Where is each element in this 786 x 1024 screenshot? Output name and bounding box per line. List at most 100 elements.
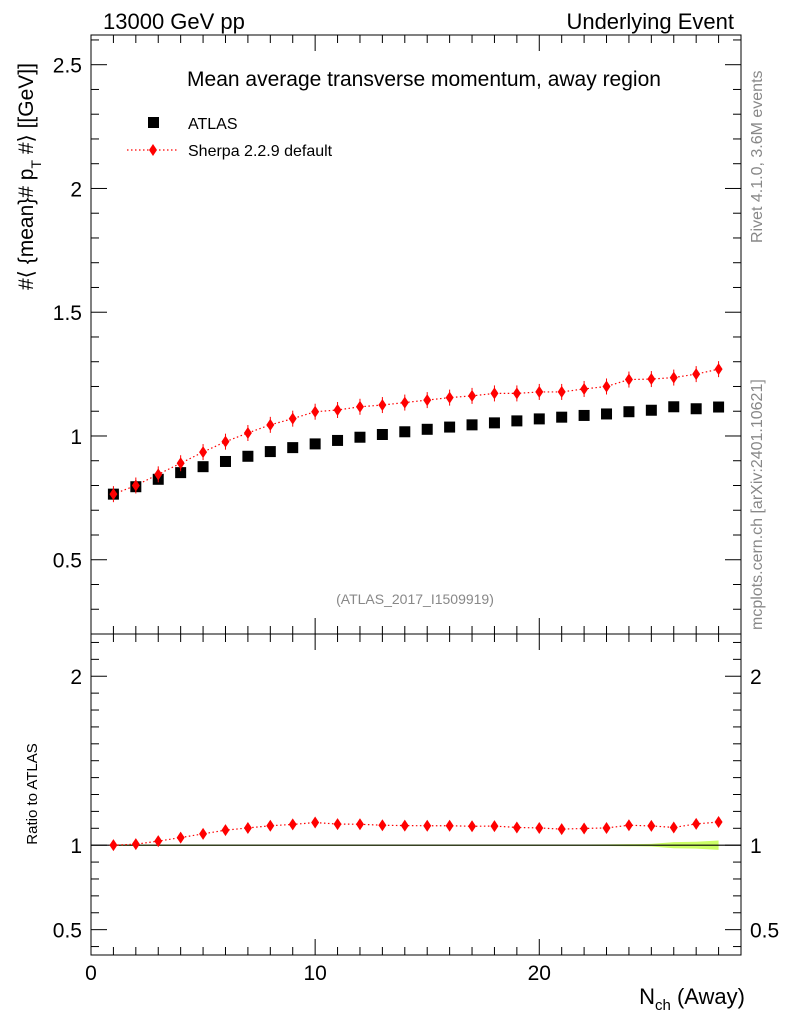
header-left-label: 13000 GeV pp (103, 9, 245, 34)
ratio-plot-frame (90, 633, 742, 956)
main-series-group (107, 361, 725, 503)
main-y-tick-label: 0.5 (53, 550, 82, 573)
atlas-data-point (713, 401, 725, 413)
x-tick-labels: 0 10 20 (85, 962, 551, 985)
ratio-sherpa-point (512, 821, 521, 834)
x-tick-label: 0 (85, 962, 97, 985)
main-y-tick-label: 1.5 (53, 302, 82, 325)
legend-sherpa-label: Sherpa 2.2.9 default (188, 143, 333, 160)
atlas-data-point (332, 434, 344, 446)
atlas-data-point (421, 423, 433, 435)
ratio-sherpa-line (113, 821, 719, 846)
sherpa-data-point (468, 389, 477, 402)
ratio-axis-ticks: 0.5 0.5 1 1 2 2 (53, 634, 779, 955)
sherpa-data-point (400, 396, 409, 409)
atlas-data-point (242, 450, 254, 462)
ratio-sherpa-point (490, 820, 499, 833)
ratio-sherpa-point (423, 819, 432, 832)
ratio-sherpa-point (378, 819, 387, 832)
legend-atlas-marker (148, 117, 159, 128)
ratio-sherpa-point (109, 839, 118, 852)
sherpa-data-point (647, 373, 656, 386)
main-y-tick-label: 2.5 (53, 55, 82, 78)
sherpa-data-point (176, 457, 185, 470)
ratio-sherpa-point (131, 838, 140, 851)
ratio-y-tick-label-left: 2 (70, 666, 82, 689)
ratio-sherpa-point (445, 819, 454, 832)
main-axis-ticks: 0.5 1 1.5 2 2.5 (53, 35, 741, 635)
atlas-data-point (197, 461, 209, 473)
x-axis-label-sub: ch (655, 997, 671, 1014)
atlas-data-point (533, 413, 545, 425)
sherpa-data-point (512, 387, 521, 400)
x-tick-label: 20 (528, 962, 551, 985)
ratio-sherpa-point (580, 822, 589, 835)
sherpa-data-point (355, 400, 364, 413)
main-y-axis-label-tail: #⟩ [[GeV]] (15, 63, 38, 160)
main-y-axis-label: #⟨ {mean}# pT #⟩ [[GeV]] (15, 63, 44, 290)
rivet-version-label: Rivet 4.1.0, 3.6M events (749, 70, 766, 243)
ratio-sherpa-point (288, 818, 297, 831)
ratio-sherpa-point (176, 831, 185, 844)
legend-sherpa-marker (149, 144, 157, 156)
x-axis-label-tail: (Away) (671, 984, 745, 1009)
sherpa-data-point (669, 371, 678, 384)
atlas-data-point (399, 426, 411, 438)
sherpa-data-point (445, 391, 454, 404)
sherpa-data-point (154, 468, 163, 481)
ratio-plot-panel: Ratio to ATLAS 0.5 0.5 1 1 2 2 (24, 633, 779, 956)
sherpa-data-point (624, 373, 633, 386)
sherpa-data-point (535, 385, 544, 398)
atlas-data-point (511, 415, 523, 427)
ratio-series-group (109, 816, 723, 852)
sherpa-data-point (109, 488, 118, 501)
atlas-data-point (645, 404, 657, 416)
legend-atlas-label: ATLAS (188, 116, 238, 133)
ratio-sherpa-point (266, 819, 275, 832)
sherpa-data-point (557, 385, 566, 398)
x-axis-label-main: N (639, 984, 655, 1009)
ratio-sherpa-point (243, 821, 252, 834)
ratio-y-tick-label-right: 0.5 (750, 920, 779, 943)
main-plot-title: Mean average transverse momentum, away r… (187, 68, 661, 91)
atlas-data-point (623, 406, 635, 418)
ratio-sherpa-point (154, 835, 163, 848)
atlas-data-point (264, 446, 276, 458)
ratio-sherpa-point (714, 816, 723, 829)
sherpa-data-point (490, 387, 499, 400)
atlas-data-point (690, 403, 702, 415)
sherpa-data-point (199, 446, 208, 459)
ratio-y-tick-label-left: 0.5 (53, 920, 82, 943)
x-tick-label: 10 (303, 962, 326, 985)
ratio-sherpa-point (624, 819, 633, 832)
ratio-sherpa-point (647, 819, 656, 832)
ratio-sherpa-point (311, 816, 320, 829)
main-y-axis-label-main: #⟨ {mean}# p (15, 169, 38, 290)
ratio-sherpa-point (557, 823, 566, 836)
sherpa-data-point (714, 363, 723, 376)
sherpa-data-point (311, 405, 320, 418)
atlas-data-point (287, 442, 299, 454)
ratio-sherpa-point (535, 821, 544, 834)
atlas-data-point (376, 428, 388, 440)
main-y-tick-label: 2 (70, 178, 82, 201)
atlas-data-point (601, 408, 613, 420)
analysis-watermark: (ATLAS_2017_I1509919) (336, 591, 494, 607)
ratio-y-tick-label-right: 2 (750, 666, 762, 689)
sherpa-data-point (423, 394, 432, 407)
atlas-data-point (354, 431, 366, 443)
legend: ATLAS Sherpa 2.2.9 default (127, 116, 333, 160)
atlas-data-point (556, 411, 568, 423)
main-plot-panel: Mean average transverse momentum, away r… (15, 34, 742, 635)
atlas-data-point (175, 467, 187, 479)
sherpa-data-point (692, 368, 701, 381)
sherpa-line (113, 368, 719, 495)
sherpa-data-point (221, 435, 230, 448)
sherpa-data-point (266, 418, 275, 431)
ratio-sherpa-point (400, 819, 409, 832)
x-axis-label: Nch (Away) (639, 984, 745, 1014)
sherpa-data-point (378, 399, 387, 412)
atlas-data-point (466, 419, 478, 431)
ratio-sherpa-point (602, 821, 611, 834)
